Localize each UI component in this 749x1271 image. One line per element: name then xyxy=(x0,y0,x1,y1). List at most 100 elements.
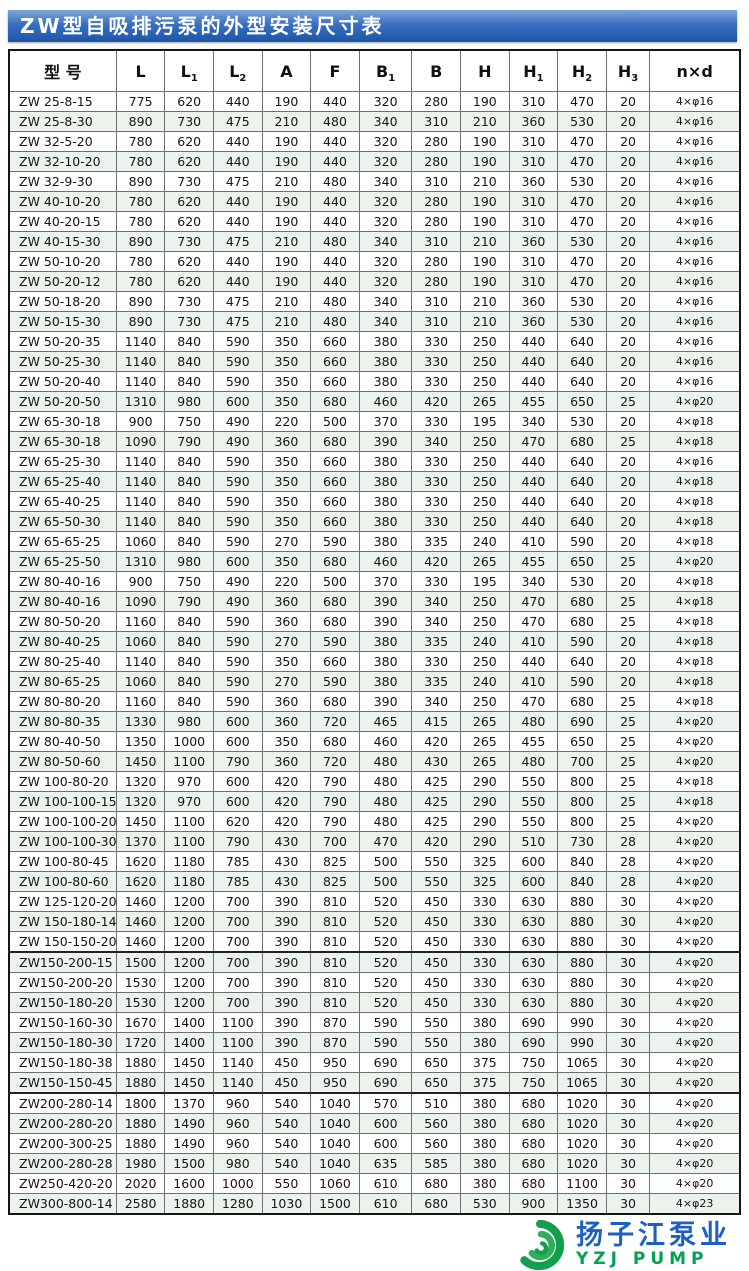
value-cell: 840 xyxy=(164,471,214,492)
value-cell: 330 xyxy=(460,891,510,912)
value-cell: 390 xyxy=(358,431,413,452)
value-cell: 280 xyxy=(411,151,462,172)
value-cell: 4×φ20 xyxy=(649,831,741,852)
value-cell: 890 xyxy=(115,111,166,132)
value-cell: 660 xyxy=(310,451,360,472)
value-cell: 190 xyxy=(460,211,510,232)
value-cell: 330 xyxy=(460,951,510,973)
model-cell: ZW 40-20-15 xyxy=(8,211,117,232)
value-cell: 190 xyxy=(460,251,510,272)
value-cell: 480 xyxy=(358,791,413,812)
table-row: ZW 100-100-20 1450 1100 620 420 790 480 425 290 5… xyxy=(8,811,741,832)
value-cell: 650 xyxy=(411,1072,462,1094)
value-cell: 350 xyxy=(261,331,312,352)
value-cell: 1490 xyxy=(164,1113,214,1134)
value-cell: 880 xyxy=(557,972,607,993)
value-cell: 265 xyxy=(460,731,510,752)
value-cell: 1500 xyxy=(115,951,166,973)
table-row: ZW150-180-20 1530 1200 700 390 810 520 450 330 63… xyxy=(8,992,741,1013)
table-row: ZW 80-50-20 1160 840 590 360 680 390 340 250 470 6… xyxy=(8,611,741,632)
value-cell: 190 xyxy=(261,211,312,232)
value-cell: 660 xyxy=(310,371,360,392)
value-cell: 590 xyxy=(213,491,263,512)
value-cell: 4×φ16 xyxy=(649,311,741,332)
value-cell: 350 xyxy=(261,391,312,412)
value-cell: 415 xyxy=(411,711,462,732)
value-cell: 730 xyxy=(557,831,607,852)
value-cell: 1140 xyxy=(115,331,166,352)
value-cell: 450 xyxy=(411,951,462,973)
value-cell: 20 xyxy=(605,471,651,492)
column-header: 型 号 xyxy=(8,49,117,92)
value-cell: 440 xyxy=(508,651,559,672)
value-cell: 20 xyxy=(605,531,651,552)
table-row: ZW 65-30-18 1090 790 490 360 680 390 340 250 470 6… xyxy=(8,431,741,452)
table-row: ZW200-280-28 1980 1500 980 540 1040 635 585 380 6… xyxy=(8,1153,741,1174)
value-cell: 900 xyxy=(115,571,166,592)
value-cell: 325 xyxy=(460,851,510,872)
value-cell: 635 xyxy=(358,1153,413,1174)
value-cell: 425 xyxy=(411,791,462,812)
value-cell: 730 xyxy=(164,111,214,132)
value-cell: 600 xyxy=(508,871,559,892)
value-cell: 880 xyxy=(557,911,607,932)
value-cell: 420 xyxy=(411,391,462,412)
value-cell: 810 xyxy=(310,891,360,912)
value-cell: 470 xyxy=(358,831,413,852)
value-cell: 1460 xyxy=(115,891,166,912)
value-cell: 750 xyxy=(508,1072,559,1094)
value-cell: 310 xyxy=(411,171,462,192)
value-cell: 440 xyxy=(310,91,360,112)
value-cell: 420 xyxy=(261,791,312,812)
value-cell: 1370 xyxy=(115,831,166,852)
value-cell: 1280 xyxy=(213,1193,263,1215)
table-row: ZW150-180-38 1880 1450 1140 450 950 690 650 375 7… xyxy=(8,1052,741,1073)
value-cell: 210 xyxy=(460,311,510,332)
value-cell: 480 xyxy=(508,711,559,732)
table-row: ZW 80-40-25 1060 840 590 270 590 380 335 240 410 5… xyxy=(8,631,741,652)
value-cell: 880 xyxy=(557,891,607,912)
table-row: ZW200-300-25 1880 1490 960 540 1040 600 560 380 6… xyxy=(8,1133,741,1154)
value-cell: 450 xyxy=(411,972,462,993)
table-row: ZW 25-8-15 775 620 440 190 440 320 280 190 310 470… xyxy=(8,91,741,112)
value-cell: 480 xyxy=(358,811,413,832)
value-cell: 1060 xyxy=(115,671,166,692)
value-cell: 790 xyxy=(310,771,360,792)
table-row: ZW 50-20-50 1310 980 600 350 680 460 420 265 455 6… xyxy=(8,391,741,412)
value-cell: 520 xyxy=(358,992,413,1013)
value-cell: 30 xyxy=(605,1153,651,1174)
value-cell: 25 xyxy=(605,591,651,612)
value-cell: 4×φ16 xyxy=(649,231,741,252)
table-row: ZW 80-25-40 1140 840 590 350 660 380 330 250 440 6… xyxy=(8,651,741,672)
value-cell: 210 xyxy=(460,291,510,312)
value-cell: 660 xyxy=(310,331,360,352)
value-cell: 530 xyxy=(557,411,607,432)
value-cell: 4×φ18 xyxy=(649,591,741,612)
logo-swirl-icon xyxy=(520,1219,565,1271)
table-row: ZW 80-40-16 900 750 490 220 500 370 330 195 340 53… xyxy=(8,571,741,592)
value-cell: 640 xyxy=(557,651,607,672)
table-row: ZW250-420-20 2020 1600 1000 550 1060 610 680 380… xyxy=(8,1173,741,1194)
value-cell: 890 xyxy=(115,231,166,252)
model-cell: ZW 100-80-45 xyxy=(8,851,117,872)
value-cell: 840 xyxy=(164,651,214,672)
value-cell: 1450 xyxy=(164,1072,214,1094)
column-header: H2 xyxy=(557,49,607,92)
value-cell: 1880 xyxy=(115,1072,166,1094)
value-cell: 250 xyxy=(460,371,510,392)
value-cell: 680 xyxy=(557,691,607,712)
value-cell: 590 xyxy=(213,691,263,712)
value-cell: 590 xyxy=(213,651,263,672)
column-header: B1 xyxy=(358,49,413,92)
model-cell: ZW 40-15-30 xyxy=(8,231,117,252)
value-cell: 780 xyxy=(115,131,166,152)
value-cell: 250 xyxy=(460,651,510,672)
value-cell: 680 xyxy=(508,1173,559,1194)
value-cell: 190 xyxy=(261,271,312,292)
value-cell: 330 xyxy=(460,992,510,1013)
value-cell: 1600 xyxy=(164,1173,214,1194)
value-cell: 30 xyxy=(605,1133,651,1154)
value-cell: 250 xyxy=(460,351,510,372)
model-cell: ZW 80-25-40 xyxy=(8,651,117,672)
